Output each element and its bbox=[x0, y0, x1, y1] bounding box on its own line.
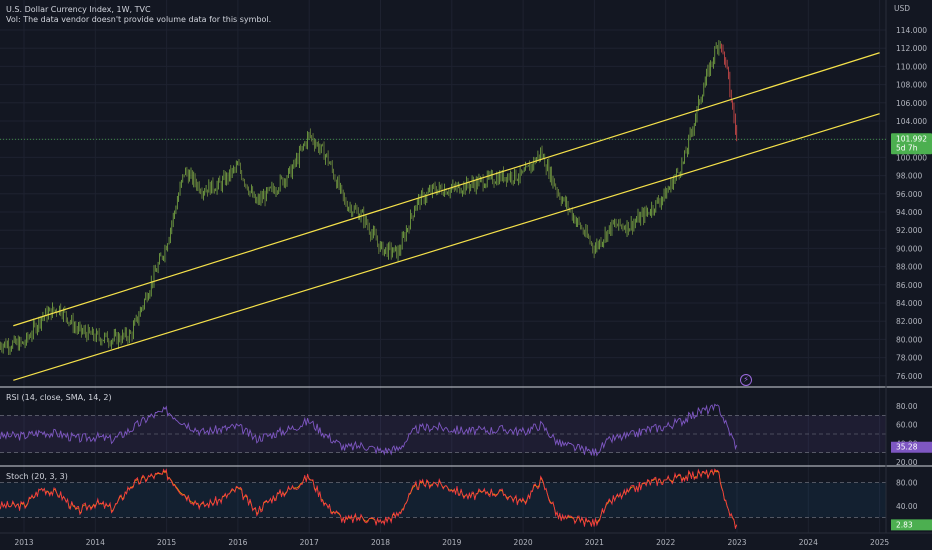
stoch-series bbox=[0, 468, 738, 529]
price-tick-label: 76.000 bbox=[896, 372, 922, 381]
price-tick-label: 90.000 bbox=[896, 244, 922, 253]
trend-channel[interactable] bbox=[13, 52, 880, 381]
time-axis[interactable]: 2013 2014 2015 2016 2017 2018 2019 2020 2021 2022… bbox=[14, 538, 889, 547]
last-price-value: 101.992 bbox=[896, 134, 927, 143]
stoch-value-tag bbox=[891, 519, 932, 531]
channel-lower-line bbox=[13, 113, 880, 381]
currency-label: USD bbox=[894, 4, 911, 13]
year-tick-label: 2020 bbox=[514, 538, 533, 547]
year-tick-label: 2017 bbox=[300, 538, 319, 547]
price-tick-label: 86.000 bbox=[896, 281, 922, 290]
rsi-tick-label: 80.00 bbox=[896, 402, 918, 411]
stoch-title[interactable]: Stoch (20, 3, 3) bbox=[6, 472, 68, 481]
price-tick-label: 88.000 bbox=[896, 263, 922, 272]
rsi-tick-label: 20.00 bbox=[896, 458, 918, 467]
price-tick-label: 108.000 bbox=[896, 81, 927, 90]
price-tick-label: 112.000 bbox=[896, 44, 927, 53]
price-tick-label: 100.000 bbox=[896, 153, 927, 162]
year-tick-label: 2022 bbox=[656, 538, 675, 547]
lightning-icon[interactable]: ⚡ bbox=[740, 374, 752, 386]
year-tick-label: 2023 bbox=[727, 538, 746, 547]
price-tick-label: 78.000 bbox=[896, 354, 922, 363]
price-tick-label: 96.000 bbox=[896, 190, 922, 199]
year-tick-label: 2016 bbox=[228, 538, 247, 547]
stoch-value: 2.83 bbox=[896, 520, 913, 529]
price-tick-label: 110.000 bbox=[896, 62, 927, 71]
year-tick-label: 2014 bbox=[86, 538, 105, 547]
rsi-tick-label: 60.00 bbox=[896, 421, 918, 430]
price-tick-label: 104.000 bbox=[896, 117, 927, 126]
price-tick-label: 106.000 bbox=[896, 99, 927, 108]
last-price-tag bbox=[891, 133, 932, 155]
rsi-band bbox=[0, 415, 886, 453]
rsi-series bbox=[0, 403, 738, 457]
price-tick-label: 94.000 bbox=[896, 208, 922, 217]
pane-separators[interactable] bbox=[0, 0, 932, 534]
year-tick-label: 2019 bbox=[442, 538, 461, 547]
year-tick-label: 2024 bbox=[799, 538, 818, 547]
price-tick-label: 98.000 bbox=[896, 172, 922, 181]
rsi-line bbox=[0, 403, 738, 457]
price-tick-label: 82.000 bbox=[896, 317, 922, 326]
bar-countdown: 5d 7h bbox=[896, 143, 918, 152]
channel-upper-line bbox=[13, 52, 880, 327]
year-tick-label: 2021 bbox=[585, 538, 604, 547]
price-tick-label: 92.000 bbox=[896, 226, 922, 235]
price-series[interactable] bbox=[0, 40, 738, 355]
price-tick-label: 114.000 bbox=[896, 26, 927, 35]
year-tick-label: 2018 bbox=[371, 538, 390, 547]
rsi-value: 35.28 bbox=[896, 443, 918, 452]
price-tick-label: 80.000 bbox=[896, 335, 922, 344]
year-tick-label: 2025 bbox=[870, 538, 889, 547]
symbol-title[interactable]: U.S. Dollar Currency Index, 1W, TVC bbox=[6, 5, 151, 14]
stoch-tick-label: 40.00 bbox=[896, 502, 918, 511]
stoch-k-line bbox=[0, 468, 738, 529]
year-tick-label: 2015 bbox=[157, 538, 176, 547]
stoch-tick-label: 80.00 bbox=[896, 479, 918, 488]
rsi-value-tag bbox=[891, 441, 932, 453]
price-tick-label: 84.000 bbox=[896, 299, 922, 308]
rsi-title[interactable]: RSI (14, close, SMA, 14, 2) bbox=[6, 393, 112, 402]
volume-note: Vol: The data vendor doesn't provide vol… bbox=[6, 15, 272, 24]
year-tick-label: 2013 bbox=[14, 538, 33, 547]
